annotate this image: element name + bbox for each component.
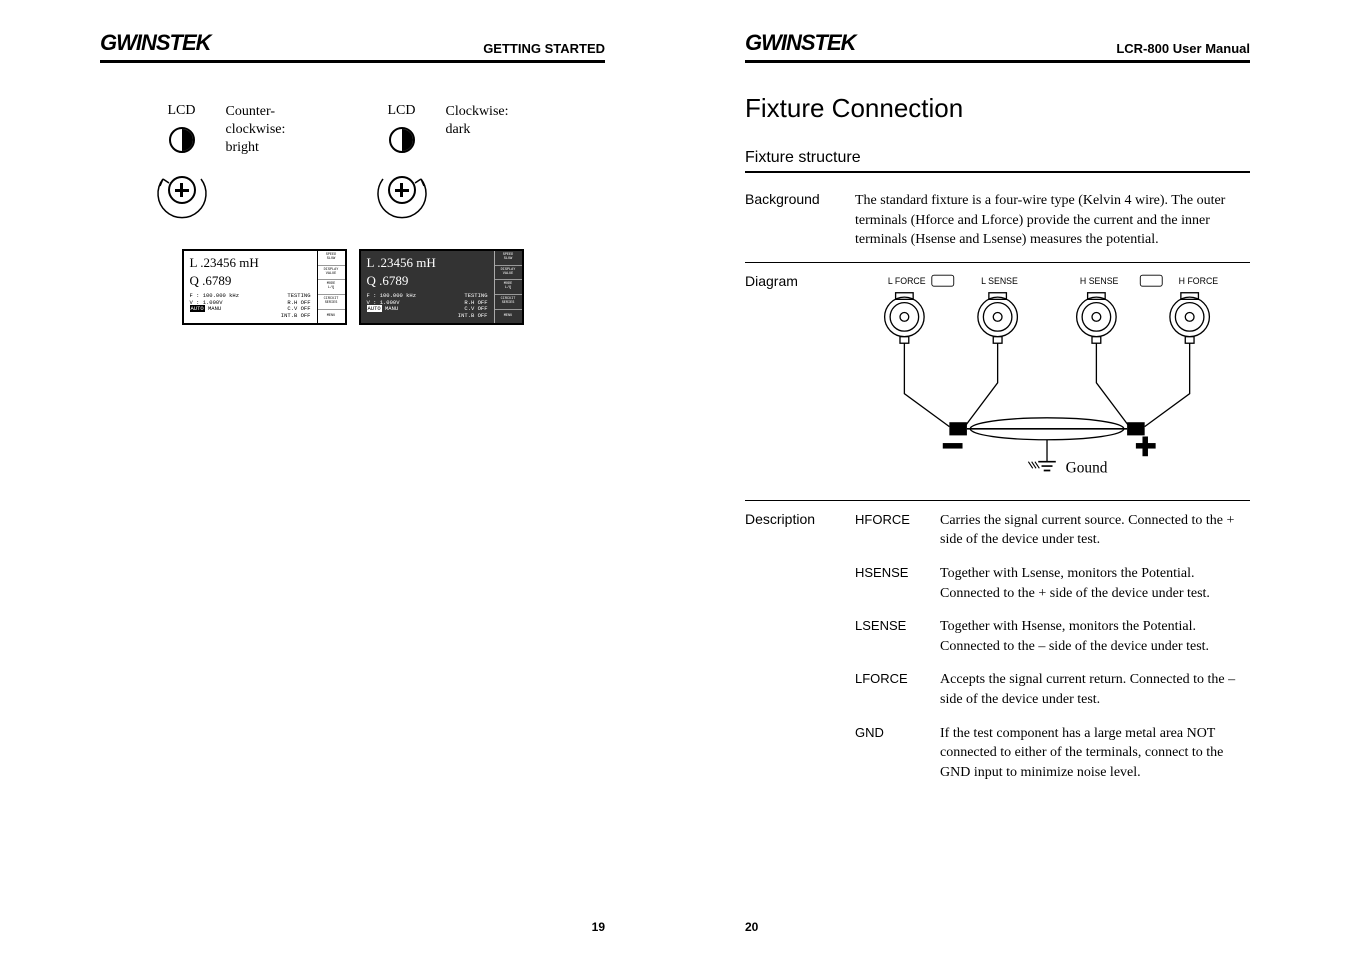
header-title-left: GETTING STARTED bbox=[483, 41, 605, 56]
header-title-right: LCR-800 User Manual bbox=[1116, 41, 1250, 56]
contrast-icon bbox=[389, 127, 415, 153]
desc-row: LFORCE Accepts the signal current return… bbox=[855, 670, 1250, 709]
page-right: GWINSTEK LCR-800 User Manual Fixture Con… bbox=[675, 0, 1350, 954]
knob-cw-text: Clockwise: dark bbox=[446, 103, 509, 219]
lcd-dark: L .23456 mH Q .6789 F : 100.000 kHzV : 1… bbox=[359, 249, 524, 325]
diagram-body: L FORCE L SENSE H SENSE H FORCE bbox=[855, 273, 1250, 488]
header-left: GWINSTEK GETTING STARTED bbox=[100, 30, 605, 63]
lcd-status-right: TESTINGR.H OFFC.V OFFINT.B OFF bbox=[281, 293, 311, 319]
lcd-side-buttons: SPEEDSLOW DISPLAYVALUE MODEL/Q CIRCUITSE… bbox=[317, 251, 345, 323]
knob-ccw-text: Counter- clockwise: bright bbox=[226, 103, 286, 219]
brand-logo: GWINSTEK bbox=[100, 30, 211, 56]
contrast-icon bbox=[169, 127, 195, 153]
knob-row: LCD Counter- clockwise: bright bbox=[100, 103, 605, 219]
fixture-diagram: L FORCE L SENSE H SENSE H FORCE bbox=[855, 273, 1250, 481]
lcd-label: LCD bbox=[168, 103, 196, 119]
svg-text:H SENSE: H SENSE bbox=[1080, 276, 1119, 286]
description-label: Description bbox=[745, 511, 855, 797]
desc-row: HSENSE Together with Lsense, monitors th… bbox=[855, 564, 1250, 603]
lcd-label: LCD bbox=[388, 103, 416, 119]
brand-logo: GWINSTEK bbox=[745, 30, 856, 56]
svg-text:L FORCE: L FORCE bbox=[888, 276, 926, 286]
knob-ccw-icon bbox=[153, 161, 211, 219]
svg-text:Gound: Gound bbox=[1066, 459, 1108, 476]
diagram-row: Diagram L FORCE L SENSE H SENSE H FORCE bbox=[745, 273, 1250, 488]
divider bbox=[745, 262, 1250, 263]
desc-row: GND If the test component has a large me… bbox=[855, 724, 1250, 783]
page-number-left: 19 bbox=[592, 920, 605, 934]
knob-cw: LCD Clockwise: dark bbox=[373, 103, 553, 219]
desc-row: HFORCE Carries the signal current source… bbox=[855, 511, 1250, 550]
diagram-label: Diagram bbox=[745, 273, 855, 488]
subsection-title: Fixture structure bbox=[745, 149, 1250, 173]
lcd-status-left: F : 100.000 kHzV : 1.000VAUTO MANU bbox=[190, 293, 240, 319]
lcd-screens: L .23456 mH Q .6789 F : 100.000 kHzV : 1… bbox=[100, 249, 605, 325]
desc-row: LSENSE Together with Hsense, monitors th… bbox=[855, 617, 1250, 656]
header-right: GWINSTEK LCR-800 User Manual bbox=[745, 30, 1250, 63]
background-label: Background bbox=[745, 191, 855, 250]
knob-ccw: LCD Counter- clockwise: bright bbox=[153, 103, 333, 219]
svg-text:H FORCE: H FORCE bbox=[1179, 276, 1219, 286]
section-title: Fixture Connection bbox=[745, 93, 1250, 124]
divider bbox=[745, 500, 1250, 501]
lcd-bright: L .23456 mH Q .6789 F : 100.000 kHzV : 1… bbox=[182, 249, 347, 325]
page-number-right: 20 bbox=[745, 920, 758, 934]
background-row: Background The standard fixture is a fou… bbox=[745, 191, 1250, 250]
background-text: The standard fixture is a four-wire type… bbox=[855, 191, 1250, 250]
page-left: GWINSTEK GETTING STARTED LCD Counter bbox=[0, 0, 675, 954]
description-section: Description HFORCE Carries the signal cu… bbox=[745, 511, 1250, 797]
description-body: HFORCE Carries the signal current source… bbox=[855, 511, 1250, 797]
svg-text:L SENSE: L SENSE bbox=[981, 276, 1018, 286]
knob-cw-icon bbox=[373, 161, 431, 219]
